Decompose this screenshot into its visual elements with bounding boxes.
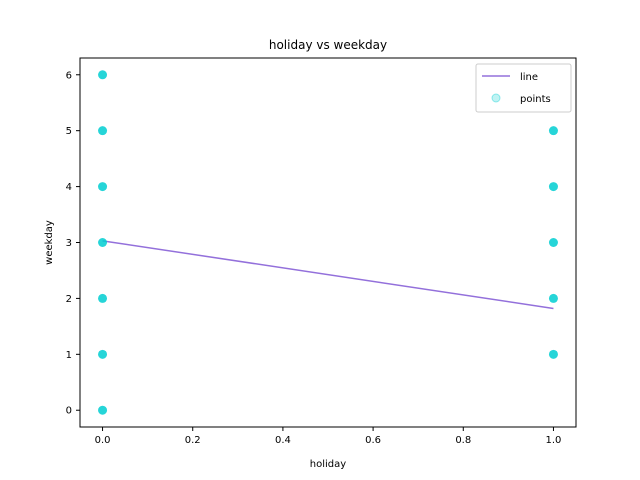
plot-area: [80, 58, 576, 427]
y-tick-label: 3: [66, 238, 72, 249]
legend-points-swatch: [491, 93, 501, 103]
legend-line-label: line: [520, 72, 538, 83]
x-axis-ticks: 0.0 0.2 0.4 0.6 0.8 1.0: [95, 427, 562, 446]
series-line: [102, 240, 554, 310]
x-axis-label: holiday: [310, 459, 346, 470]
data-point: [548, 182, 558, 192]
x-tick-label: 1.0: [546, 435, 562, 446]
y-tick-label: 1: [66, 350, 72, 361]
y-tick-label: 0: [66, 406, 72, 417]
data-point: [98, 126, 108, 136]
data-point: [98, 293, 108, 303]
y-axis-label: weekday: [44, 220, 55, 265]
legend-points-label: points: [520, 94, 551, 105]
data-point: [548, 293, 558, 303]
y-axis-ticks: 0 1 2 3 4 5 6: [66, 70, 80, 417]
y-tick-label: 2: [66, 294, 72, 305]
x-tick-label: 0.0: [95, 435, 111, 446]
data-point: [98, 349, 108, 359]
legend: line points: [475, 63, 572, 113]
y-tick-label: 6: [66, 70, 72, 81]
data-point: [548, 349, 558, 359]
x-tick-label: 0.2: [185, 435, 201, 446]
y-tick-label: 5: [66, 126, 72, 137]
data-point: [98, 70, 108, 80]
x-tick-label: 0.6: [365, 435, 381, 446]
data-point: [98, 405, 108, 415]
chart-title: holiday vs weekday: [269, 38, 387, 52]
data-point: [548, 126, 558, 136]
data-point: [98, 238, 108, 247]
x-tick-label: 0.8: [455, 435, 471, 446]
y-tick-label: 4: [66, 182, 72, 193]
x-tick-label: 0.4: [275, 435, 291, 446]
data-point: [548, 238, 558, 247]
data-point: [98, 182, 108, 192]
series-layer: [98, 70, 558, 415]
